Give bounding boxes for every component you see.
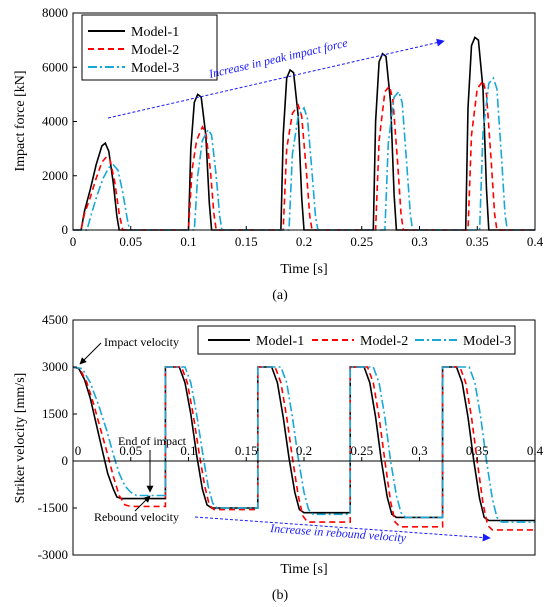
chart-b-xtick-label: 0.35 xyxy=(466,443,489,458)
chart-a-ytick-label: 8000 xyxy=(42,5,68,20)
chart-a-xtick-label: 0.4 xyxy=(527,234,544,249)
chart-a-xtick-label: 0.25 xyxy=(350,234,373,249)
chart-a-ytick-label: 0 xyxy=(62,222,69,237)
chart-b-xlabel: Time [s] xyxy=(280,562,327,577)
chart-b-trend-arrow xyxy=(194,516,491,542)
chart-b-xtick-label: 0.3 xyxy=(411,443,427,458)
chart-a-legend-box xyxy=(81,14,218,81)
chart-a-ylabel: Impact force [kN] xyxy=(13,70,28,171)
chart-a-legend-label-model-2: Model-2 xyxy=(131,43,179,58)
chart-b-ytick-label: 0 xyxy=(62,453,69,468)
chart-a-legend: Model-1 Model-2 Model-3 xyxy=(81,14,218,81)
chart-b-ytick-label: -3000 xyxy=(38,547,68,562)
chart-a-xtick-label: 0.15 xyxy=(235,234,258,249)
chart-b-rebound-velocity-label: Rebound velocity xyxy=(94,510,179,524)
chart-a-annotation: Increase in peak impact force xyxy=(207,35,350,81)
chart-a-marks: 0 0.05 0.1 0.15 0.2 0.25 0.3 0.35 0.4 0 2000 4000 60… xyxy=(42,5,544,249)
chart-a-xlabel: Time [s] xyxy=(280,262,327,277)
chart-a-xtick-label: 0.05 xyxy=(119,234,142,249)
chart-b-ytick-label: 4500 xyxy=(42,312,68,327)
chart-b-xtick-label: 0.05 xyxy=(119,443,142,458)
chart-b-ytick-label: -1500 xyxy=(38,500,68,515)
chart-b-xtick-label: 0.25 xyxy=(350,443,373,458)
chart-b-end-of-impact-label: End of impact xyxy=(118,434,187,448)
chart-b-xtick-label: 0.2 xyxy=(296,443,312,458)
chart-a-xtick-label: 0 xyxy=(70,234,77,249)
chart-b-impact-velocity-label: Impact velocity xyxy=(104,335,179,349)
chart-b-legend: Model-1 Model-2 Model-3 xyxy=(197,325,516,355)
chart-a-ytick-label: 2000 xyxy=(42,168,68,183)
chart-b-legend-label-model-2: Model-2 xyxy=(360,334,408,349)
chart-a-legend-label-model-1: Model-1 xyxy=(131,25,179,40)
chart-a-series-model-2 xyxy=(73,78,535,231)
chart-a-xtick-label: 0.2 xyxy=(296,234,312,249)
chart-b-impact-velocity-arrow xyxy=(79,342,102,365)
chart-a-series-model-1 xyxy=(73,36,535,231)
chart-a-xtick-label: 0.3 xyxy=(411,234,427,249)
chart-b-ylabel: Striker velocity [mm/s] xyxy=(13,373,28,504)
chart-a: 0 0.05 0.1 0.15 0.2 0.25 0.3 0.35 0.4 0 2000 4000 60… xyxy=(13,5,544,303)
chart-a-ytick-label: 6000 xyxy=(42,59,68,74)
chart-b-legend-box xyxy=(197,325,516,355)
chart-b-caption: (b) xyxy=(272,588,289,603)
chart-b-increase-rebound-label: Increase in rebound velocity xyxy=(269,521,407,545)
chart-b-ytick-label: 3000 xyxy=(42,359,68,374)
chart-b-plot-frame xyxy=(72,319,536,556)
chart-a-caption: (a) xyxy=(272,288,288,303)
chart-a-trend-arrow xyxy=(107,38,445,119)
chart-b-series-model-2 xyxy=(72,366,535,531)
chart-b-ytick-label: 1500 xyxy=(42,406,68,421)
chart-b-rebound-velocity-arrow xyxy=(134,495,151,512)
chart-a-xtick-label: 0.1 xyxy=(180,234,196,249)
chart-b-xtick-label: 0.15 xyxy=(235,443,258,458)
chart-b-xtick-label: 0 xyxy=(75,443,82,458)
chart-b-legend-label-model-3: Model-3 xyxy=(463,334,511,349)
chart-b-xtick-label: 0.4 xyxy=(527,443,544,458)
chart-b-legend-label-model-1: Model-1 xyxy=(256,334,304,349)
chart-a-xtick-label: 0.35 xyxy=(466,234,489,249)
chart-b-xtick-label: 0.1 xyxy=(180,443,196,458)
chart-b: 0 0.05 0.1 0.15 0.2 0.25 0.3 0.35 0.4 -3000 -1500 0… xyxy=(13,312,544,603)
chart-b-series-model-3 xyxy=(72,366,535,523)
chart-a-series-model-3 xyxy=(73,76,535,231)
chart-b-marks: 0 0.05 0.1 0.15 0.2 0.25 0.3 0.35 0.4 -3000 -1500 0… xyxy=(38,312,544,562)
chart-a-ytick-label: 4000 xyxy=(42,114,68,129)
chart-a-legend-label-model-3: Model-3 xyxy=(131,61,179,76)
